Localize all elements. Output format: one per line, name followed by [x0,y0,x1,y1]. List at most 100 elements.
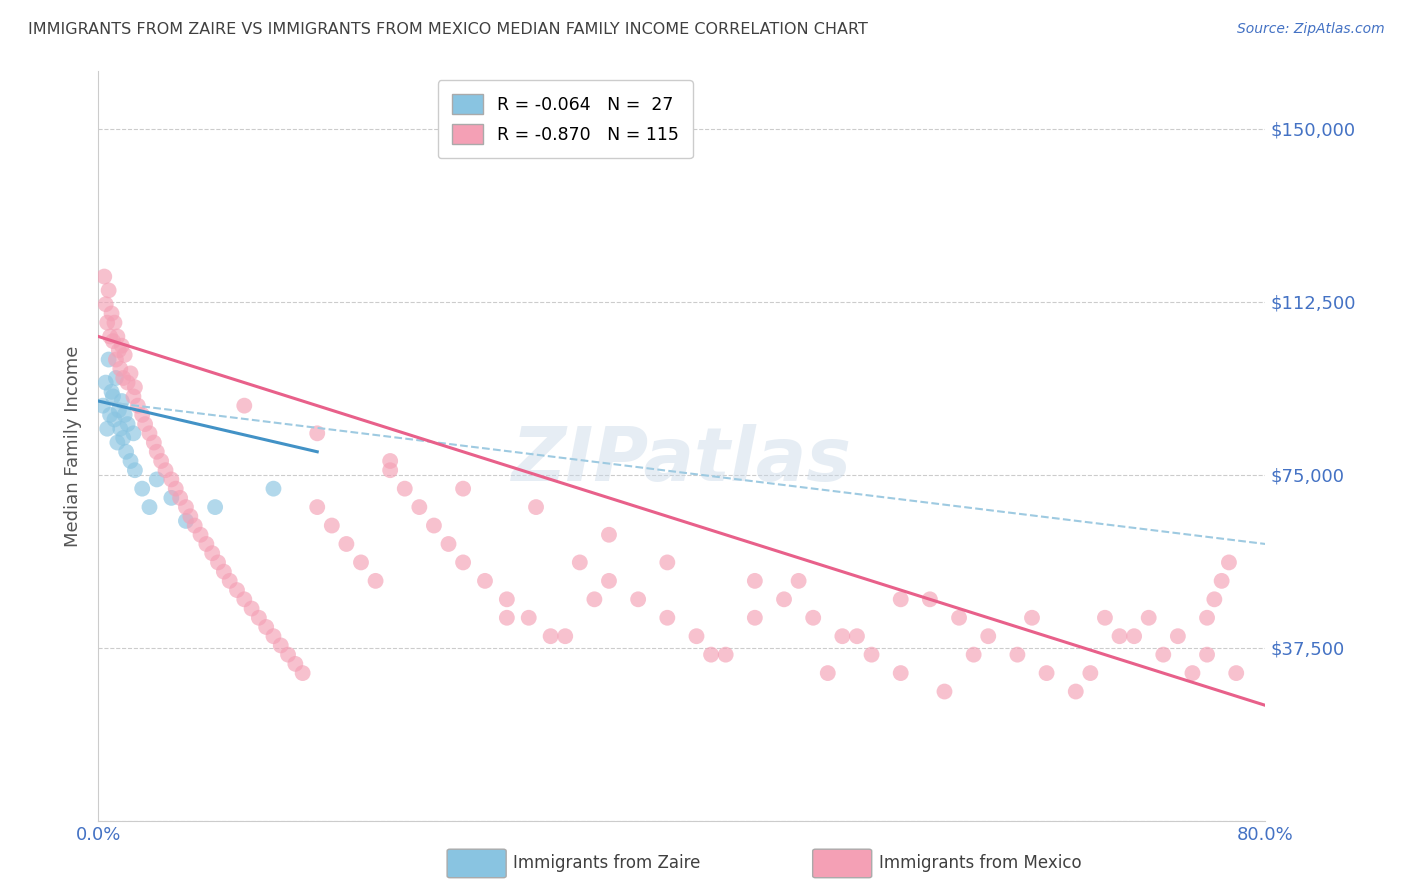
Point [165,482,187,496]
Point [394,482,416,496]
Point [105,329,128,343]
Point [112,371,135,385]
Point [568,556,591,570]
Point [496,592,519,607]
Text: ZIPatlas: ZIPatlas [512,425,852,498]
Point [101,389,124,403]
Point [423,518,446,533]
Point [94,297,117,311]
Point [174,500,197,514]
Point [860,648,883,662]
Point [524,500,547,514]
Point [335,537,357,551]
Point [127,399,149,413]
Point [1080,666,1102,681]
Point [1007,648,1029,662]
Point [183,518,205,533]
Point [321,518,343,533]
Point [122,389,145,403]
Point [700,648,723,662]
Point [284,657,307,671]
Point [270,639,292,653]
Point [97,284,120,298]
Point [207,556,229,570]
Point [934,684,956,698]
Legend: R = -0.064   N =  27, R = -0.870   N = 115: R = -0.064 N = 27, R = -0.870 N = 115 [437,80,693,159]
Point [451,482,474,496]
Point [190,528,212,542]
Point [247,611,270,625]
Point [1195,648,1218,662]
Point [111,394,134,409]
Point [105,435,128,450]
Point [131,408,153,422]
Point [1108,629,1130,643]
Point [254,620,277,634]
Point [146,444,169,458]
Point [96,316,118,330]
Point [91,399,114,413]
Point [104,352,127,367]
Point [104,371,127,385]
Point [1225,666,1247,681]
Point [380,454,402,468]
Point [122,426,145,441]
Point [108,403,131,417]
Point [977,629,1000,643]
Point [233,399,256,413]
Point [98,329,121,343]
Point [212,565,235,579]
Text: Source: ZipAtlas.com: Source: ZipAtlas.com [1237,22,1385,37]
Point [773,592,796,607]
Point [108,343,131,358]
Point [744,611,766,625]
Point [155,463,177,477]
Point [1123,629,1146,643]
Point [240,601,263,615]
Point [1094,611,1116,625]
Point [131,482,153,496]
Point [744,574,766,588]
Point [598,574,620,588]
Point [100,306,122,320]
Point [138,500,160,514]
Point [1181,666,1204,681]
Point [117,417,139,431]
Point [1064,684,1087,698]
Point [226,583,249,598]
Point [117,376,139,390]
Point [201,546,224,560]
Point [114,348,136,362]
Point [380,463,402,477]
Point [1137,611,1160,625]
Point [598,528,620,542]
Point [174,514,197,528]
Point [962,648,984,662]
Point [160,491,183,505]
Point [1152,648,1174,662]
Point [1211,574,1233,588]
Y-axis label: Median Family Income: Median Family Income [65,345,83,547]
Point [437,537,460,551]
Point [846,629,869,643]
Point [115,444,138,458]
Point [134,417,156,431]
Point [1035,666,1057,681]
Point [93,269,115,284]
Point [204,500,226,514]
Point [179,509,201,524]
Point [110,361,132,376]
Point [124,463,146,477]
Text: IMMIGRANTS FROM ZAIRE VS IMMIGRANTS FROM MEXICO MEDIAN FAMILY INCOME CORRELATION: IMMIGRANTS FROM ZAIRE VS IMMIGRANTS FROM… [28,22,868,37]
Point [627,592,650,607]
Point [146,472,169,486]
Point [94,376,117,390]
Point [657,611,679,625]
Point [831,629,853,643]
Point [291,666,314,681]
Point [1021,611,1043,625]
Point [364,574,387,588]
Point [517,611,540,625]
Point [218,574,240,588]
Point [685,629,707,643]
